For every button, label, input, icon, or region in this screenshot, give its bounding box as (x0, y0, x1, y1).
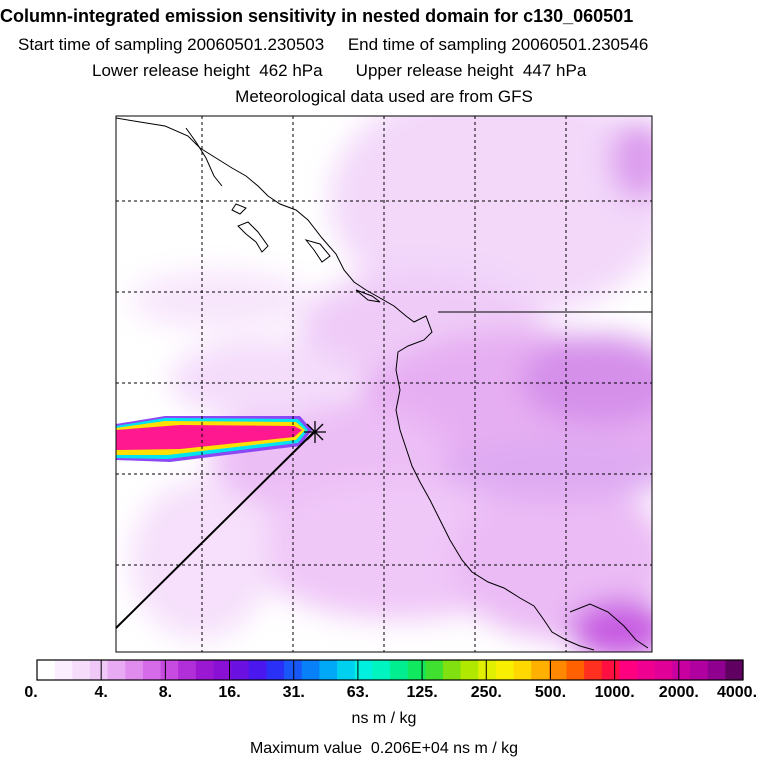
colorbar-cell (231, 660, 250, 680)
colorbar-cell (531, 660, 550, 680)
colorbar-cell (354, 660, 373, 680)
colorbar-tick-label: 250. (470, 684, 502, 701)
colorbar-cell (195, 660, 215, 680)
colorbar-cell (548, 660, 568, 680)
colorbar-cell (619, 660, 638, 680)
colorbar-tick-label: 1000. (594, 684, 635, 701)
colorbar-cell (160, 660, 179, 680)
colorbar-cell (513, 660, 532, 680)
colorbar-cell (637, 660, 656, 680)
colorbar-cell (372, 660, 391, 680)
colorbar-cell (672, 660, 691, 680)
sampling-time-line: Start time of sampling 20060501.230503 E… (18, 35, 649, 54)
colorbar-tick-label: 63. (346, 684, 370, 701)
colorbar-cell (72, 660, 91, 680)
colorbar-cell (125, 660, 144, 680)
map-field (116, 116, 652, 652)
colorbar-cell (284, 660, 303, 680)
colorbar-cell (142, 660, 162, 680)
max-value-line: Maximum value 0.206E+04 ns m / kg (249, 740, 519, 757)
colorbar-tick-label: 4. (94, 684, 108, 701)
colorbar-cell (213, 660, 232, 680)
colorbar-cell (707, 660, 726, 680)
colorbar-unit-label: ns m / kg (351, 710, 417, 727)
colorbar-cell (690, 660, 709, 680)
colorbar-tick-label: 500. (534, 684, 567, 701)
colorbar-cell (566, 660, 585, 680)
colorbar-cell (478, 660, 497, 680)
colorbar-tick-label: 16. (218, 684, 241, 701)
colorbar-tick-label: 4000. (716, 684, 758, 701)
colorbar-cell (337, 660, 356, 680)
release-height-line: Lower release height 462 hPa Upper relea… (92, 61, 587, 80)
colorbar-cell (654, 660, 673, 680)
colorbar-cell (266, 660, 285, 680)
colorbar-cell (601, 660, 621, 680)
plume-trajectory (116, 416, 312, 462)
colorbar-tick-label: 125. (406, 684, 438, 701)
plot-title: Column-integrated emission sensitivity i… (0, 6, 634, 26)
map-frame (115, 115, 653, 653)
coastline (116, 117, 652, 651)
colorbar-tick-label: 31. (282, 684, 305, 701)
colorbar-cell (407, 660, 426, 680)
colorbar-tick-label: 8. (158, 684, 173, 701)
colorbar-cell (178, 660, 197, 680)
grid-lines (116, 116, 652, 652)
colorbar-cell (442, 660, 462, 680)
colorbar-tick-label: 0. (24, 684, 38, 701)
colorbar-cell (390, 660, 409, 680)
colorbar-cell (495, 660, 515, 680)
colorbar-cell (54, 660, 73, 680)
release-point-star (304, 421, 326, 443)
colorbar-cell (584, 660, 603, 680)
met-data-line: Meteorological data used are from GFS (235, 87, 533, 106)
colorbar-cell (37, 660, 56, 680)
colorbar-cell (425, 660, 444, 680)
colorbar-cell (319, 660, 338, 680)
colorbar-cell (460, 660, 479, 680)
colorbar-cell (107, 660, 126, 680)
colorbar-cell (248, 660, 268, 680)
colorbar-cell (89, 660, 109, 680)
colorbar-cell (301, 660, 320, 680)
flight-track (115, 431, 315, 629)
colorbar-tick-label: 2000. (658, 684, 699, 701)
colorbar-cell (725, 660, 744, 680)
